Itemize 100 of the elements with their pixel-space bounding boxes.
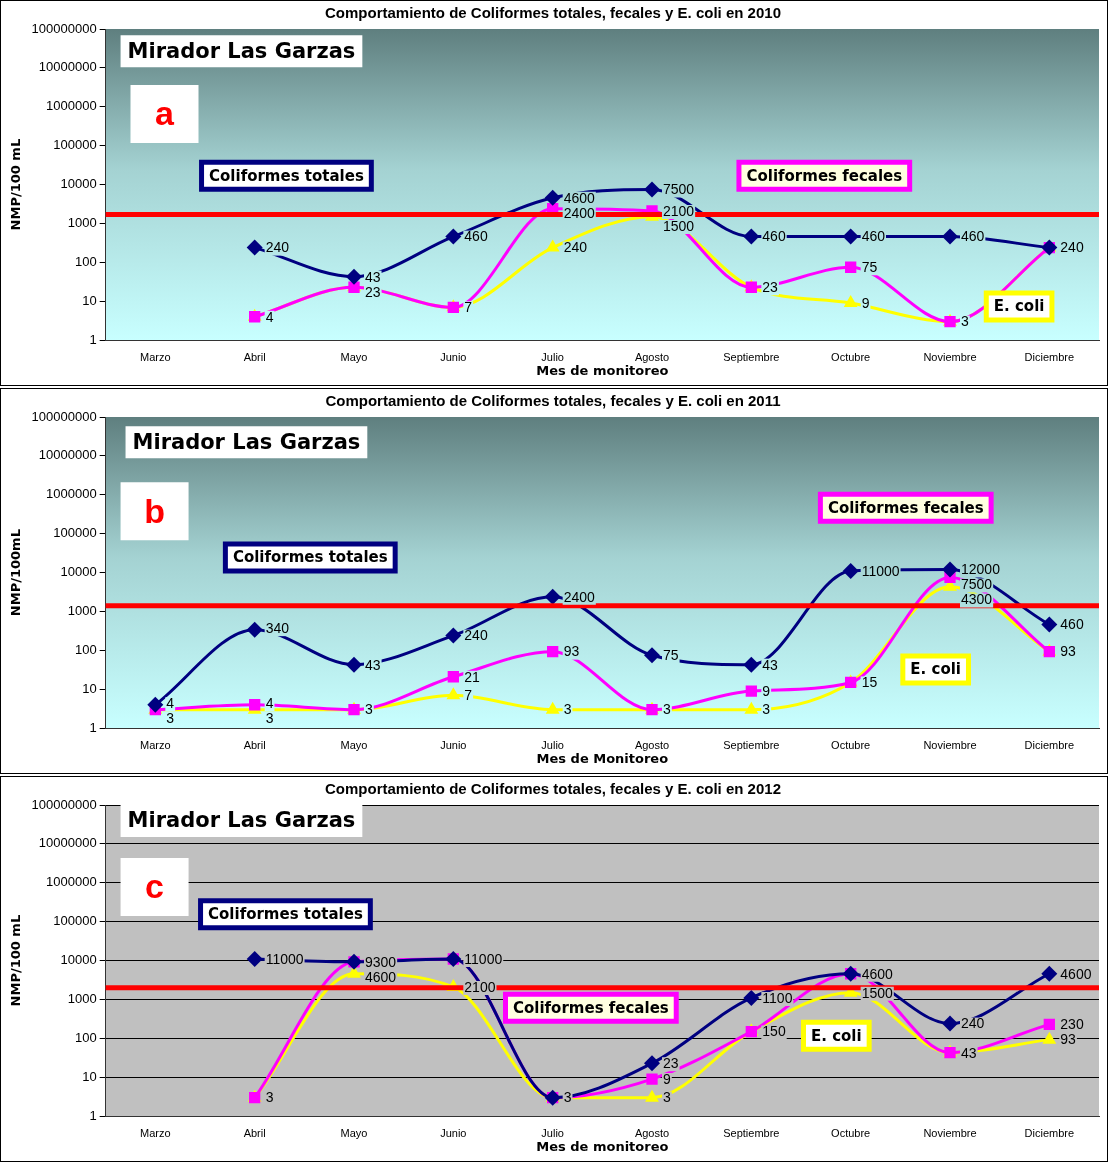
data-label: 43	[762, 656, 779, 673]
point	[1041, 616, 1058, 633]
chart-title: Comportamiento de Coliformes totales, fecales y E. coli en 2010	[325, 4, 781, 22]
data-label: 460	[1060, 616, 1084, 633]
data-label: 460	[961, 228, 985, 245]
point	[644, 647, 660, 664]
x-tick-label: Abril	[243, 1126, 266, 1139]
y-axis-title: NMP/100 mL	[8, 914, 24, 1007]
point	[547, 645, 559, 658]
point	[842, 562, 859, 579]
point	[545, 239, 560, 252]
y-tick-label: 10000000	[38, 835, 97, 851]
point	[1042, 1031, 1057, 1044]
data-label: 3	[166, 710, 175, 727]
data-label: 240	[265, 239, 290, 256]
x-tick-label: Agosto	[634, 350, 670, 363]
series-label: E. coli	[910, 660, 961, 679]
data-label: 150	[762, 1023, 786, 1040]
data-label: 240	[1060, 239, 1084, 256]
x-tick-label: Abril	[243, 738, 266, 751]
data-label: 4	[166, 695, 175, 712]
y-tick-label: 1	[89, 1107, 97, 1123]
point	[545, 701, 560, 714]
point	[942, 1015, 958, 1032]
text: Coliformes fecales	[827, 498, 984, 517]
y-tick-label: 1000	[67, 215, 97, 231]
point	[743, 656, 760, 673]
data-label: 1500	[663, 217, 695, 234]
x-tick-label: Septiembre	[723, 1126, 780, 1139]
point	[544, 588, 561, 605]
annotation: Mirador Las Garzas	[127, 808, 356, 833]
x-tick-label: Julio	[541, 350, 564, 363]
data-label: 43	[961, 1044, 977, 1061]
point	[1041, 965, 1058, 982]
data-label: 23	[663, 1055, 679, 1072]
y-tick-label: 10000000	[38, 447, 97, 463]
chart-title: Comportamiento de Coliformes totales, fecales y E. coli en 2011	[325, 392, 781, 410]
x-tick-label: Mayo	[340, 350, 368, 363]
point	[646, 1073, 658, 1085]
y-tick-label: 100	[74, 641, 97, 657]
data-label: 240	[563, 239, 588, 256]
point	[644, 181, 660, 198]
point	[645, 1089, 659, 1102]
y-tick-label: 100000	[53, 913, 97, 929]
point	[544, 189, 561, 206]
x-tick-label: Noviembre	[923, 1126, 977, 1139]
x-tick-label: Marzo	[140, 738, 171, 751]
point	[942, 561, 958, 578]
series-label: E. coli	[811, 1026, 862, 1045]
data-label: 3	[663, 1089, 671, 1106]
y-tick-label: 100000	[53, 137, 97, 153]
point	[845, 261, 857, 273]
x-tick-label: Junio	[440, 738, 467, 751]
data-label: 4600	[861, 965, 894, 982]
x-tick-label: Agosto	[634, 738, 670, 751]
data-label: 230	[1060, 1016, 1084, 1033]
data-label: 2100	[663, 202, 695, 219]
y-axis-title: NMP/100mL	[8, 529, 24, 617]
point	[1043, 1018, 1055, 1030]
data-label: 4600	[1060, 965, 1092, 982]
data-label: 3	[663, 701, 671, 718]
point	[744, 701, 759, 714]
data-label: 7500	[961, 576, 993, 593]
data-label: 240	[464, 627, 488, 644]
x-tick-label: Diciembre	[1024, 350, 1075, 363]
data-label: 460	[762, 228, 786, 245]
data-label: 75	[663, 647, 679, 664]
point	[644, 1055, 660, 1072]
x-tick-label: Diciembre	[1024, 1126, 1075, 1139]
point	[842, 228, 859, 245]
y-tick-label: 10	[82, 292, 97, 308]
data-label: 3	[563, 1089, 572, 1106]
data-label: 21	[464, 668, 481, 685]
y-tick-label: 100000000	[31, 408, 97, 424]
data-label: 3	[563, 701, 572, 718]
point	[246, 239, 263, 256]
x-tick-label: Septiembre	[723, 350, 780, 363]
x-tick-label: Mayo	[340, 738, 368, 751]
data-label: 9	[762, 682, 771, 699]
y-tick-label: 1000000	[46, 98, 97, 114]
x-axis-title: Mes de monitoreo	[536, 362, 669, 378]
y-tick-label: 10	[82, 680, 97, 696]
data-label: 23	[762, 279, 779, 296]
text: Coliformes fecales	[746, 166, 903, 185]
data-label: 4	[265, 695, 274, 712]
y-tick-label: 1000	[67, 603, 97, 619]
data-label: 4600	[563, 189, 596, 206]
data-label: 11000	[464, 950, 503, 967]
x-tick-label: Noviembre	[923, 350, 977, 363]
x-tick-label: Octubre	[831, 350, 871, 363]
point	[843, 295, 858, 308]
y-tick-label: 100000000	[31, 796, 97, 812]
data-label: 1100	[762, 989, 793, 1006]
data-label: 1500	[861, 984, 894, 1001]
text: Coliformes totales	[209, 166, 364, 185]
y-tick-label: 1000000	[46, 874, 97, 890]
y-tick-label: 10	[82, 1068, 97, 1084]
data-label: 3	[265, 1089, 274, 1106]
point	[346, 268, 362, 285]
x-tick-label: Marzo	[140, 350, 171, 363]
